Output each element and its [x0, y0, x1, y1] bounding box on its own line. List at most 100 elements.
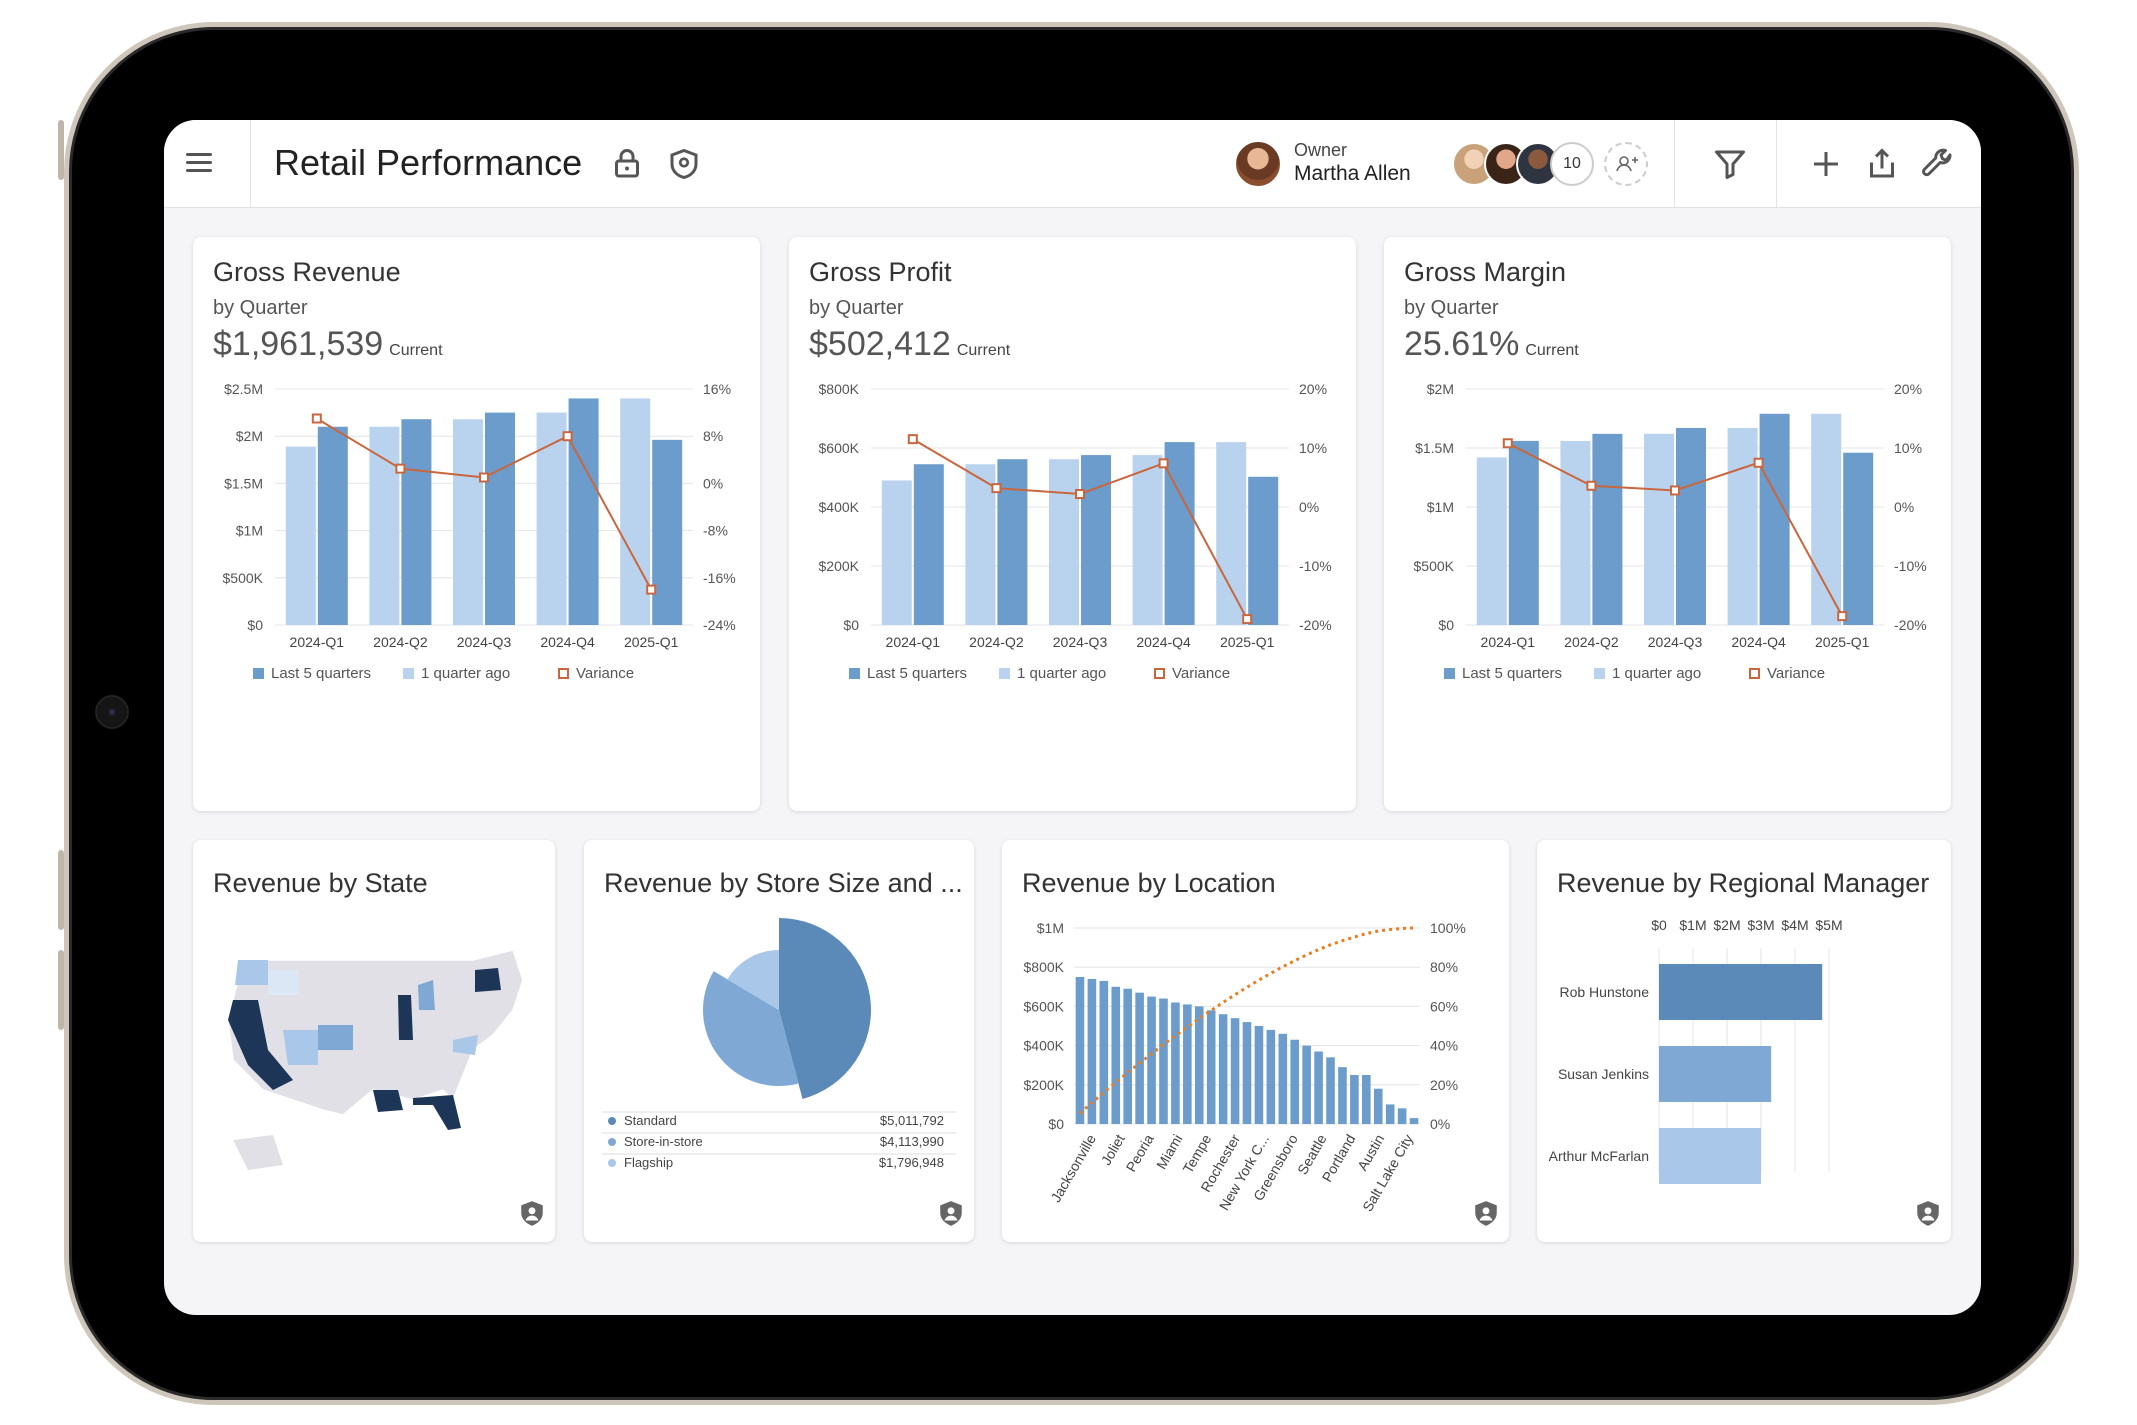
y-tick-label: $600K — [1024, 998, 1065, 1014]
gross-profit-chart: $0 $200K $400K $600K $800K -20% -10% 0% 10% 20% 20… — [819, 381, 1332, 682]
side-button — [58, 850, 64, 930]
manager-bar — [1659, 1128, 1761, 1184]
bar-current — [1592, 433, 1623, 625]
location-bar — [1230, 1018, 1240, 1124]
location-bar — [1254, 1026, 1264, 1124]
y2-tick-label: 8% — [703, 428, 723, 444]
card-title: Gross Margin — [1404, 257, 1567, 287]
bar-current — [485, 412, 515, 625]
side-button — [58, 950, 64, 1030]
bar-prior-quarter — [1216, 442, 1247, 625]
gross-margin-card[interactable]: Gross Margin by Quarter 25.61% Current $0… — [1384, 237, 1951, 811]
y2-tick-label: 16% — [703, 381, 731, 397]
card-subtitle: by Quarter — [1404, 297, 1499, 319]
x-tick-label: $4M — [1781, 917, 1808, 933]
menu-icon[interactable] — [186, 148, 216, 178]
us-map — [227, 949, 524, 1170]
location-bar — [1135, 992, 1144, 1124]
x-tick-label: 2025-Q1 — [1220, 634, 1275, 650]
side-button — [58, 120, 64, 180]
legend-label: Variance — [576, 665, 634, 682]
y2-tick-label: 20% — [1894, 381, 1922, 397]
legend-label: Store-in-store — [624, 1134, 703, 1149]
location-bar — [1302, 1045, 1311, 1124]
legend-value: $4,113,990 — [880, 1134, 944, 1149]
manager-bar-chart: $0 $1M $2M $3M $4M $5M Rob Hunstone Susan Jenki… — [1549, 917, 1843, 1184]
x-tick-label: 2024-Q4 — [1731, 634, 1786, 650]
legend-swatch — [1444, 668, 1455, 679]
pie-slice — [727, 950, 779, 1010]
y-tick-label: $0 — [1048, 1116, 1064, 1132]
variance-point — [479, 472, 489, 483]
x-tick-label: $0 — [1651, 917, 1667, 933]
pie-slice — [703, 971, 799, 1086]
legend-swatch — [999, 668, 1010, 679]
location-bar — [1338, 1067, 1347, 1124]
legend-dot — [608, 1117, 616, 1125]
dashboard-screen: Retail Performance Owner Martha Allen 10… — [164, 120, 1981, 1315]
card-title: Revenue by Store Size and ... — [604, 868, 963, 898]
collaborator-count[interactable]: 10 — [1550, 142, 1594, 186]
revenue-by-state-card[interactable]: Revenue by State — [193, 840, 555, 1242]
revenue-by-location-card[interactable]: Revenue by Location $0 0% $200K 20% $400K 40%… — [1002, 840, 1509, 1242]
manager-bar — [1659, 1046, 1772, 1102]
legend-label: Flagship — [624, 1155, 673, 1170]
shield-icon[interactable] — [666, 146, 702, 182]
y2-tick-label: 100% — [1430, 920, 1466, 936]
bar-prior-quarter — [1644, 433, 1674, 625]
location-bar — [1183, 1004, 1192, 1124]
share-icon[interactable] — [1864, 146, 1900, 182]
location-bar — [1397, 1108, 1407, 1124]
x-tick-label: 2025-Q1 — [624, 634, 679, 650]
location-bar — [1087, 978, 1097, 1124]
location-bar — [1123, 988, 1132, 1124]
legend-label: Last 5 quarters — [1462, 665, 1562, 682]
filter-icon[interactable] — [1712, 146, 1748, 182]
bar-prior-quarter — [369, 426, 400, 625]
location-bar — [1290, 1039, 1300, 1124]
y2-tick-label: 10% — [1894, 440, 1922, 456]
x-tick-label: Jacksonville — [1047, 1131, 1099, 1205]
gross-revenue-card[interactable]: Gross Revenue by Quarter $1,961,539 Curre… — [193, 237, 760, 811]
shield-icon[interactable] — [1473, 1200, 1499, 1228]
y2-tick-label: 40% — [1430, 1038, 1458, 1054]
bar-prior-quarter — [1560, 440, 1591, 625]
plus-icon[interactable] — [1808, 146, 1844, 182]
y2-tick-label: -24% — [703, 617, 736, 633]
location-bar — [1278, 1033, 1288, 1124]
variance-point — [1242, 614, 1253, 625]
bar-prior-quarter — [453, 419, 483, 625]
card-title: Gross Profit — [809, 257, 952, 287]
add-user-button[interactable] — [1604, 142, 1648, 186]
x-tick-label: 2024-Q2 — [1564, 634, 1619, 650]
x-tick-label: 2024-Q3 — [457, 634, 512, 650]
bar-current — [1164, 442, 1195, 625]
location-bar — [1350, 1075, 1359, 1124]
location-bar — [1242, 1022, 1252, 1124]
owner-avatar[interactable] — [1234, 140, 1282, 188]
y-tick-label: $0 — [843, 617, 859, 633]
legend-value: $1,796,948 — [879, 1155, 944, 1170]
y2-tick-label: 0% — [1299, 499, 1319, 515]
x-tick-label: 2025-Q1 — [1815, 634, 1870, 650]
wrench-icon[interactable] — [1920, 146, 1956, 182]
y-tick-label: $2M — [1427, 381, 1454, 397]
shield-icon[interactable] — [938, 1200, 964, 1228]
y-tick-label: $400K — [819, 499, 860, 515]
bar-current — [1508, 440, 1539, 625]
revenue-by-manager-card[interactable]: Revenue by Regional Manager $0 $1M $2M $3M $… — [1537, 840, 1951, 1242]
lock-icon[interactable] — [609, 146, 645, 182]
x-tick-label: $5M — [1815, 917, 1842, 933]
revenue-by-store-card[interactable]: Revenue by Store Size and ... Standard $5… — [584, 840, 974, 1242]
variance-point — [907, 434, 918, 445]
gross-profit-card[interactable]: Gross Profit by Quarter $502,412 Current … — [789, 237, 1356, 811]
location-bar — [1385, 1104, 1395, 1124]
y-tick-label: $500K — [1414, 558, 1455, 574]
legend-dot — [608, 1159, 616, 1167]
shield-icon[interactable] — [519, 1200, 545, 1228]
y-tick-label: $1M — [236, 523, 263, 539]
bar-current — [1676, 427, 1706, 625]
y-tick-label: $2M — [236, 428, 263, 444]
shield-icon[interactable] — [1915, 1200, 1941, 1228]
location-bar — [1206, 1010, 1216, 1124]
